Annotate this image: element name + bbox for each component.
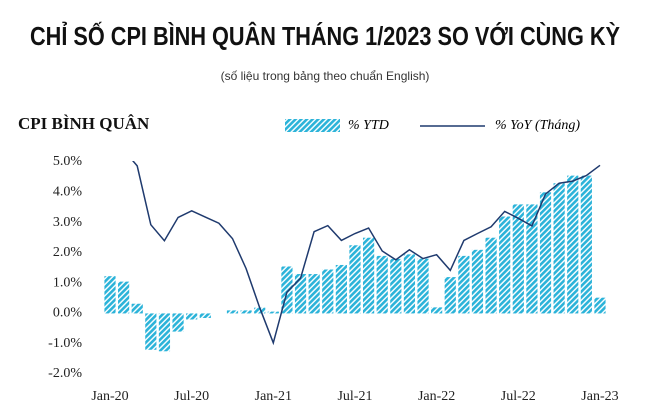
bar [335,264,347,314]
y-tick-label: 3.0% [53,215,83,230]
bar [499,216,511,314]
bar [294,274,307,314]
bar [226,310,239,314]
legend-label: % YoY (Tháng) [495,118,580,133]
bar [322,269,334,314]
bar [172,313,184,332]
bar [485,237,497,314]
y-tick-label: -2.0% [48,366,82,381]
bar [254,307,266,314]
bar [104,276,116,314]
bar [417,258,429,314]
bar [471,249,484,314]
bar [349,245,361,314]
y-tick-label: 0.0% [53,306,83,321]
bar [281,266,293,314]
bar [118,281,130,314]
bar [390,258,402,314]
bar [594,297,606,314]
bar [458,255,470,314]
bar [403,254,416,314]
chart-title: CHỈ SỐ CPI BÌNH QUÂN THÁNG 1/2023 SO VỚI… [30,21,620,51]
bar [267,311,279,314]
legend-label: % YTD [348,118,389,133]
x-tick-label: Jul-20 [174,389,209,404]
bar [431,307,443,314]
y-tick-label: 2.0% [53,245,83,260]
panel-title: CPI BÌNH QUÂN [18,114,150,133]
bar [199,313,211,318]
x-tick-label: Jan-22 [418,389,455,404]
x-tick-label: Jan-20 [91,389,128,404]
x-tick-label: Jan-23 [581,389,618,404]
legend-swatch [285,119,340,132]
bar [580,175,592,314]
bar [553,183,565,314]
y-tick-label: 5.0% [53,154,83,169]
bar [376,255,388,314]
bar [131,303,143,314]
bar [512,204,524,314]
bar [526,204,538,314]
bar [240,310,252,314]
x-tick-label: Jan-21 [255,389,292,404]
x-tick-label: Jul-22 [501,389,536,404]
plot-area [104,161,606,352]
x-tick-label: Jul-21 [337,389,372,404]
legend: % YTD % YoY (Tháng) [285,118,580,133]
y-tick-label: 1.0% [53,275,83,290]
bar [444,277,456,314]
bar [362,237,375,314]
subtitle: (số liệu trong bảng theo chuẩn English) [221,69,430,83]
bar [539,192,552,314]
line [132,161,601,346]
bar [308,274,320,314]
bar [158,313,171,352]
bar [567,175,579,314]
bar [145,313,157,350]
bar [186,313,198,320]
y-tick-label: -1.0% [48,336,82,351]
y-tick-label: 4.0% [53,185,83,200]
